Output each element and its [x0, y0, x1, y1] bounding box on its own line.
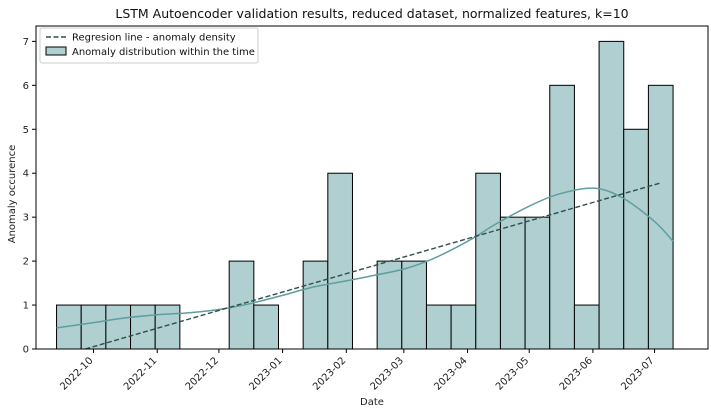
x-tick-label-2022-12: 2022-12 — [184, 355, 221, 392]
x-tick-label-2022-10: 2022-10 — [58, 355, 95, 392]
x-tick-label-2022-11: 2022-11 — [122, 355, 159, 392]
x-tick-label-2023-06: 2023-06 — [558, 355, 595, 392]
y-axis-ticks: 0 1 2 3 4 5 6 7 — [23, 37, 36, 356]
histogram-bar-8 — [253, 304, 279, 350]
histogram-bar-11 — [327, 172, 353, 350]
x-axis-label: Date — [360, 397, 384, 408]
x-tick-label-2023-03: 2023-03 — [369, 355, 406, 392]
chart-title: LSTM Autoencoder validation results, red… — [115, 6, 628, 21]
y-tick-label-7: 7 — [23, 37, 29, 48]
x-tick-label-2023-04: 2023-04 — [432, 355, 469, 392]
histogram-bar-1 — [80, 304, 107, 350]
plot-frame — [35, 25, 709, 350]
y-axis-label: Anomaly occurence — [7, 145, 18, 244]
histogram-bar-21 — [573, 304, 600, 350]
histogram-bar-15 — [425, 304, 452, 350]
y-tick-label-2: 2 — [23, 257, 29, 268]
histogram-bar-23 — [623, 128, 649, 350]
histogram-bar-18 — [499, 216, 526, 350]
histogram-bar-10 — [302, 260, 329, 350]
x-tick-label-2023-02: 2023-02 — [311, 355, 348, 392]
legend-label-regression: Regresion line - anomaly density — [72, 33, 236, 44]
kde-curve-layer — [56, 187, 674, 329]
y-tick-label-5: 5 — [23, 125, 29, 136]
histogram-bar-16 — [450, 304, 477, 350]
x-tick-label-2023-07: 2023-07 — [619, 355, 656, 392]
legend-box — [39, 27, 259, 64]
histogram-bar-4 — [154, 304, 181, 350]
histogram-bar-19 — [524, 216, 551, 350]
histogram-bar-14 — [401, 260, 427, 350]
x-tick-label-2023-05: 2023-05 — [494, 355, 531, 392]
bars — [56, 40, 674, 350]
y-tick-label-1: 1 — [23, 301, 29, 312]
histogram-bar-3 — [130, 304, 156, 350]
histogram-bar-17 — [475, 172, 501, 350]
histogram-bar-24 — [647, 84, 674, 350]
legend-patch-icon — [45, 46, 67, 56]
legend: Regresion line - anomaly density Anomaly… — [39, 27, 259, 64]
histogram-bar-20 — [549, 84, 575, 350]
y-tick-label-4: 4 — [23, 169, 29, 180]
regression-line — [85, 182, 661, 350]
y-tick-label-6: 6 — [23, 81, 29, 92]
y-tick-label-3: 3 — [23, 213, 29, 224]
y-tick-label-0: 0 — [23, 345, 29, 356]
legend-label-distribution: Anomaly distribution within the time — [72, 47, 255, 58]
kde-curve — [56, 187, 674, 329]
x-tick-label-2023-01: 2023-01 — [247, 355, 284, 392]
regression-line-layer — [85, 182, 661, 350]
x-axis-ticks: 2022-10 2022-11 2022-12 2023-01 2023-02 2023-… — [58, 349, 657, 393]
